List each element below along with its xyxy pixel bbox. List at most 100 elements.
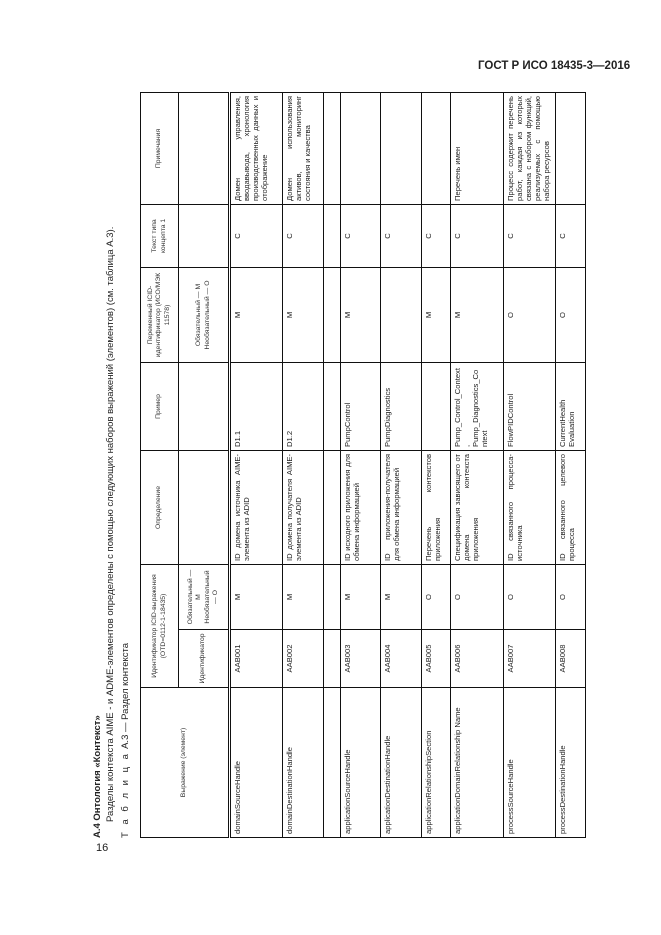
table-row: applicationSourceHandle AAB003 M ID исходно…: [340, 92, 381, 838]
header-variable: Переменный ICID-идентификатор (ИСО/МЭК 1…: [140, 267, 179, 363]
section-intro: Разделы контекста AIME - и ADME-элементо…: [105, 226, 116, 822]
cell-concept-text: [323, 204, 341, 268]
cell-definition: ID домена источника AIME-элемента из ADI…: [229, 450, 283, 565]
section-title: А.4 Онтология «Контекст»: [92, 715, 103, 838]
header-identifier: Идентификатор: [178, 629, 230, 688]
header-concept-text: Текст типа концепта 1: [140, 204, 179, 268]
cell-example: [421, 362, 451, 451]
cell-example: PumpDiagnostics: [380, 362, 422, 451]
cell-id: AAB007: [503, 629, 556, 688]
cell-notes: [380, 92, 422, 205]
header-example-sub: [178, 362, 230, 451]
cell-concept-text: C: [503, 204, 556, 268]
header-definition-sub: [178, 450, 230, 565]
table-row: applicationRelationshipSection AAB005 O Пер…: [421, 92, 451, 838]
cell-variable: M: [340, 267, 381, 363]
cell-example: Pump_Control_Context, Pump_Diagnostics_C…: [450, 362, 504, 451]
table-row: processSourceHandle AAB007 O ID связанного …: [503, 92, 556, 838]
context-table: Выражение (элемент) Идентификатор ICID-в…: [140, 92, 586, 838]
cell-expression: domainDestinationHandle: [282, 687, 324, 838]
cell-expression: applicationDomainRelationship Name: [450, 687, 504, 838]
table-row: [323, 92, 341, 838]
table-caption: Т а б л и ц а А.3 — Раздел контекста: [120, 643, 131, 838]
cell-mandatory: M: [380, 564, 422, 630]
cell-notes: [323, 92, 341, 205]
cell-mandatory: M: [229, 564, 283, 630]
table-row: processDestinationHandle AAB008 O ID связан…: [555, 92, 586, 838]
header-definition: Определение: [140, 450, 179, 565]
cell-example: FlowPIDControl: [503, 362, 556, 451]
cell-concept-text: C: [340, 204, 381, 268]
cell-expression: domainSourceHandle: [229, 687, 283, 838]
cell-concept-text: C: [229, 204, 283, 268]
table-row: applicationDestinationHandle AAB004 M ID пр…: [380, 92, 422, 838]
cell-concept-text: C: [555, 204, 586, 268]
cell-definition: ID связанного процесса-источника: [503, 450, 556, 565]
cell-definition: Перечень контекстов приложения: [421, 450, 451, 565]
cell-notes: [555, 92, 586, 205]
cell-mandatory: [323, 564, 341, 630]
cell-variable: [323, 267, 341, 363]
cell-definition: ID исходного приложения для обмена инфор…: [340, 450, 381, 565]
cell-definition: ID приложения-получателя для обмена инфо…: [380, 450, 422, 565]
cell-definition: [323, 450, 341, 565]
cell-id: AAB005: [421, 629, 451, 688]
table-caption-text: А.3 — Раздел контекста: [120, 642, 131, 749]
header-expression: Выражение (элемент): [140, 687, 230, 838]
table-row: domainSourceHandle AAB001 M ID домена источ…: [229, 92, 283, 838]
cell-variable: M: [450, 267, 504, 363]
cell-id: AAB003: [340, 629, 381, 688]
table-caption-prefix: Т а б л и ц а: [120, 751, 131, 838]
header-example: Пример: [140, 362, 179, 451]
cell-concept-text: C: [380, 204, 422, 268]
cell-mandatory: O: [503, 564, 556, 630]
header-notes: Примечания: [140, 92, 179, 205]
header-concept-sub: [178, 204, 230, 268]
header-variable-sub: Обязательный — M Необязательный — O: [178, 267, 230, 363]
cell-notes: Домен управления, вводавывода, хронологи…: [229, 92, 283, 205]
cell-notes: Процесс содержит перечень работ, каждая …: [503, 92, 556, 205]
page-number: 16: [96, 842, 109, 854]
cell-example: PumpControl: [340, 362, 381, 451]
cell-expression: processSourceHandle: [503, 687, 556, 838]
cell-variable: M: [282, 267, 324, 363]
cell-mandatory: M: [282, 564, 324, 630]
rotated-page-content: А.4 Онтология «Контекст» Разделы контекс…: [90, 92, 590, 838]
cell-definition: ID связанного целевого процесса: [555, 450, 586, 565]
cell-expression: applicationSourceHandle: [340, 687, 381, 838]
cell-example: D1.2: [282, 362, 324, 451]
cell-expression: processDestinationHandle: [555, 687, 586, 838]
cell-mandatory: O: [450, 564, 504, 630]
cell-concept-text: C: [421, 204, 451, 268]
header-mandatory: Обязательный — M Необязательный — O: [178, 564, 230, 630]
cell-variable: M: [421, 267, 451, 363]
cell-notes: Перечень имен: [450, 92, 504, 205]
cell-variable: [380, 267, 422, 363]
cell-mandatory: M: [340, 564, 381, 630]
cell-variable: M: [229, 267, 283, 363]
cell-example: D1.1: [229, 362, 283, 451]
table-row: domainDestinationHandle AAB002 M ID домена …: [282, 92, 324, 838]
cell-notes: Домен использования активов, мониторинг …: [282, 92, 324, 205]
cell-example: CurrentHealth Evaluation: [555, 362, 586, 451]
cell-expression: applicationRelationshipSection: [421, 687, 451, 838]
table-row: applicationDomainRelationship Name AAB006…: [450, 92, 504, 838]
header-notes-sub: [178, 92, 230, 205]
cell-variable: O: [555, 267, 586, 363]
cell-expression: [323, 687, 341, 838]
cell-expression: applicationDestinationHandle: [380, 687, 422, 838]
cell-notes: [421, 92, 451, 205]
cell-definition: Спецификация зависящего от домена контек…: [450, 450, 504, 565]
cell-id: AAB001: [229, 629, 283, 688]
document-standard-header: ГОСТ Р ИСО 18435-3—2016: [478, 60, 631, 72]
cell-variable: O: [503, 267, 556, 363]
cell-concept-text: C: [450, 204, 504, 268]
cell-mandatory: O: [555, 564, 586, 630]
cell-id: [323, 629, 341, 688]
header-icid-group: Идентификатор ICID-выражения (OTD=0112-1…: [140, 564, 179, 688]
cell-id: AAB004: [380, 629, 422, 688]
cell-definition: ID домена получателя AIME-элемента из AD…: [282, 450, 324, 565]
cell-mandatory: O: [421, 564, 451, 630]
cell-id: AAB006: [450, 629, 504, 688]
cell-notes: [340, 92, 381, 205]
